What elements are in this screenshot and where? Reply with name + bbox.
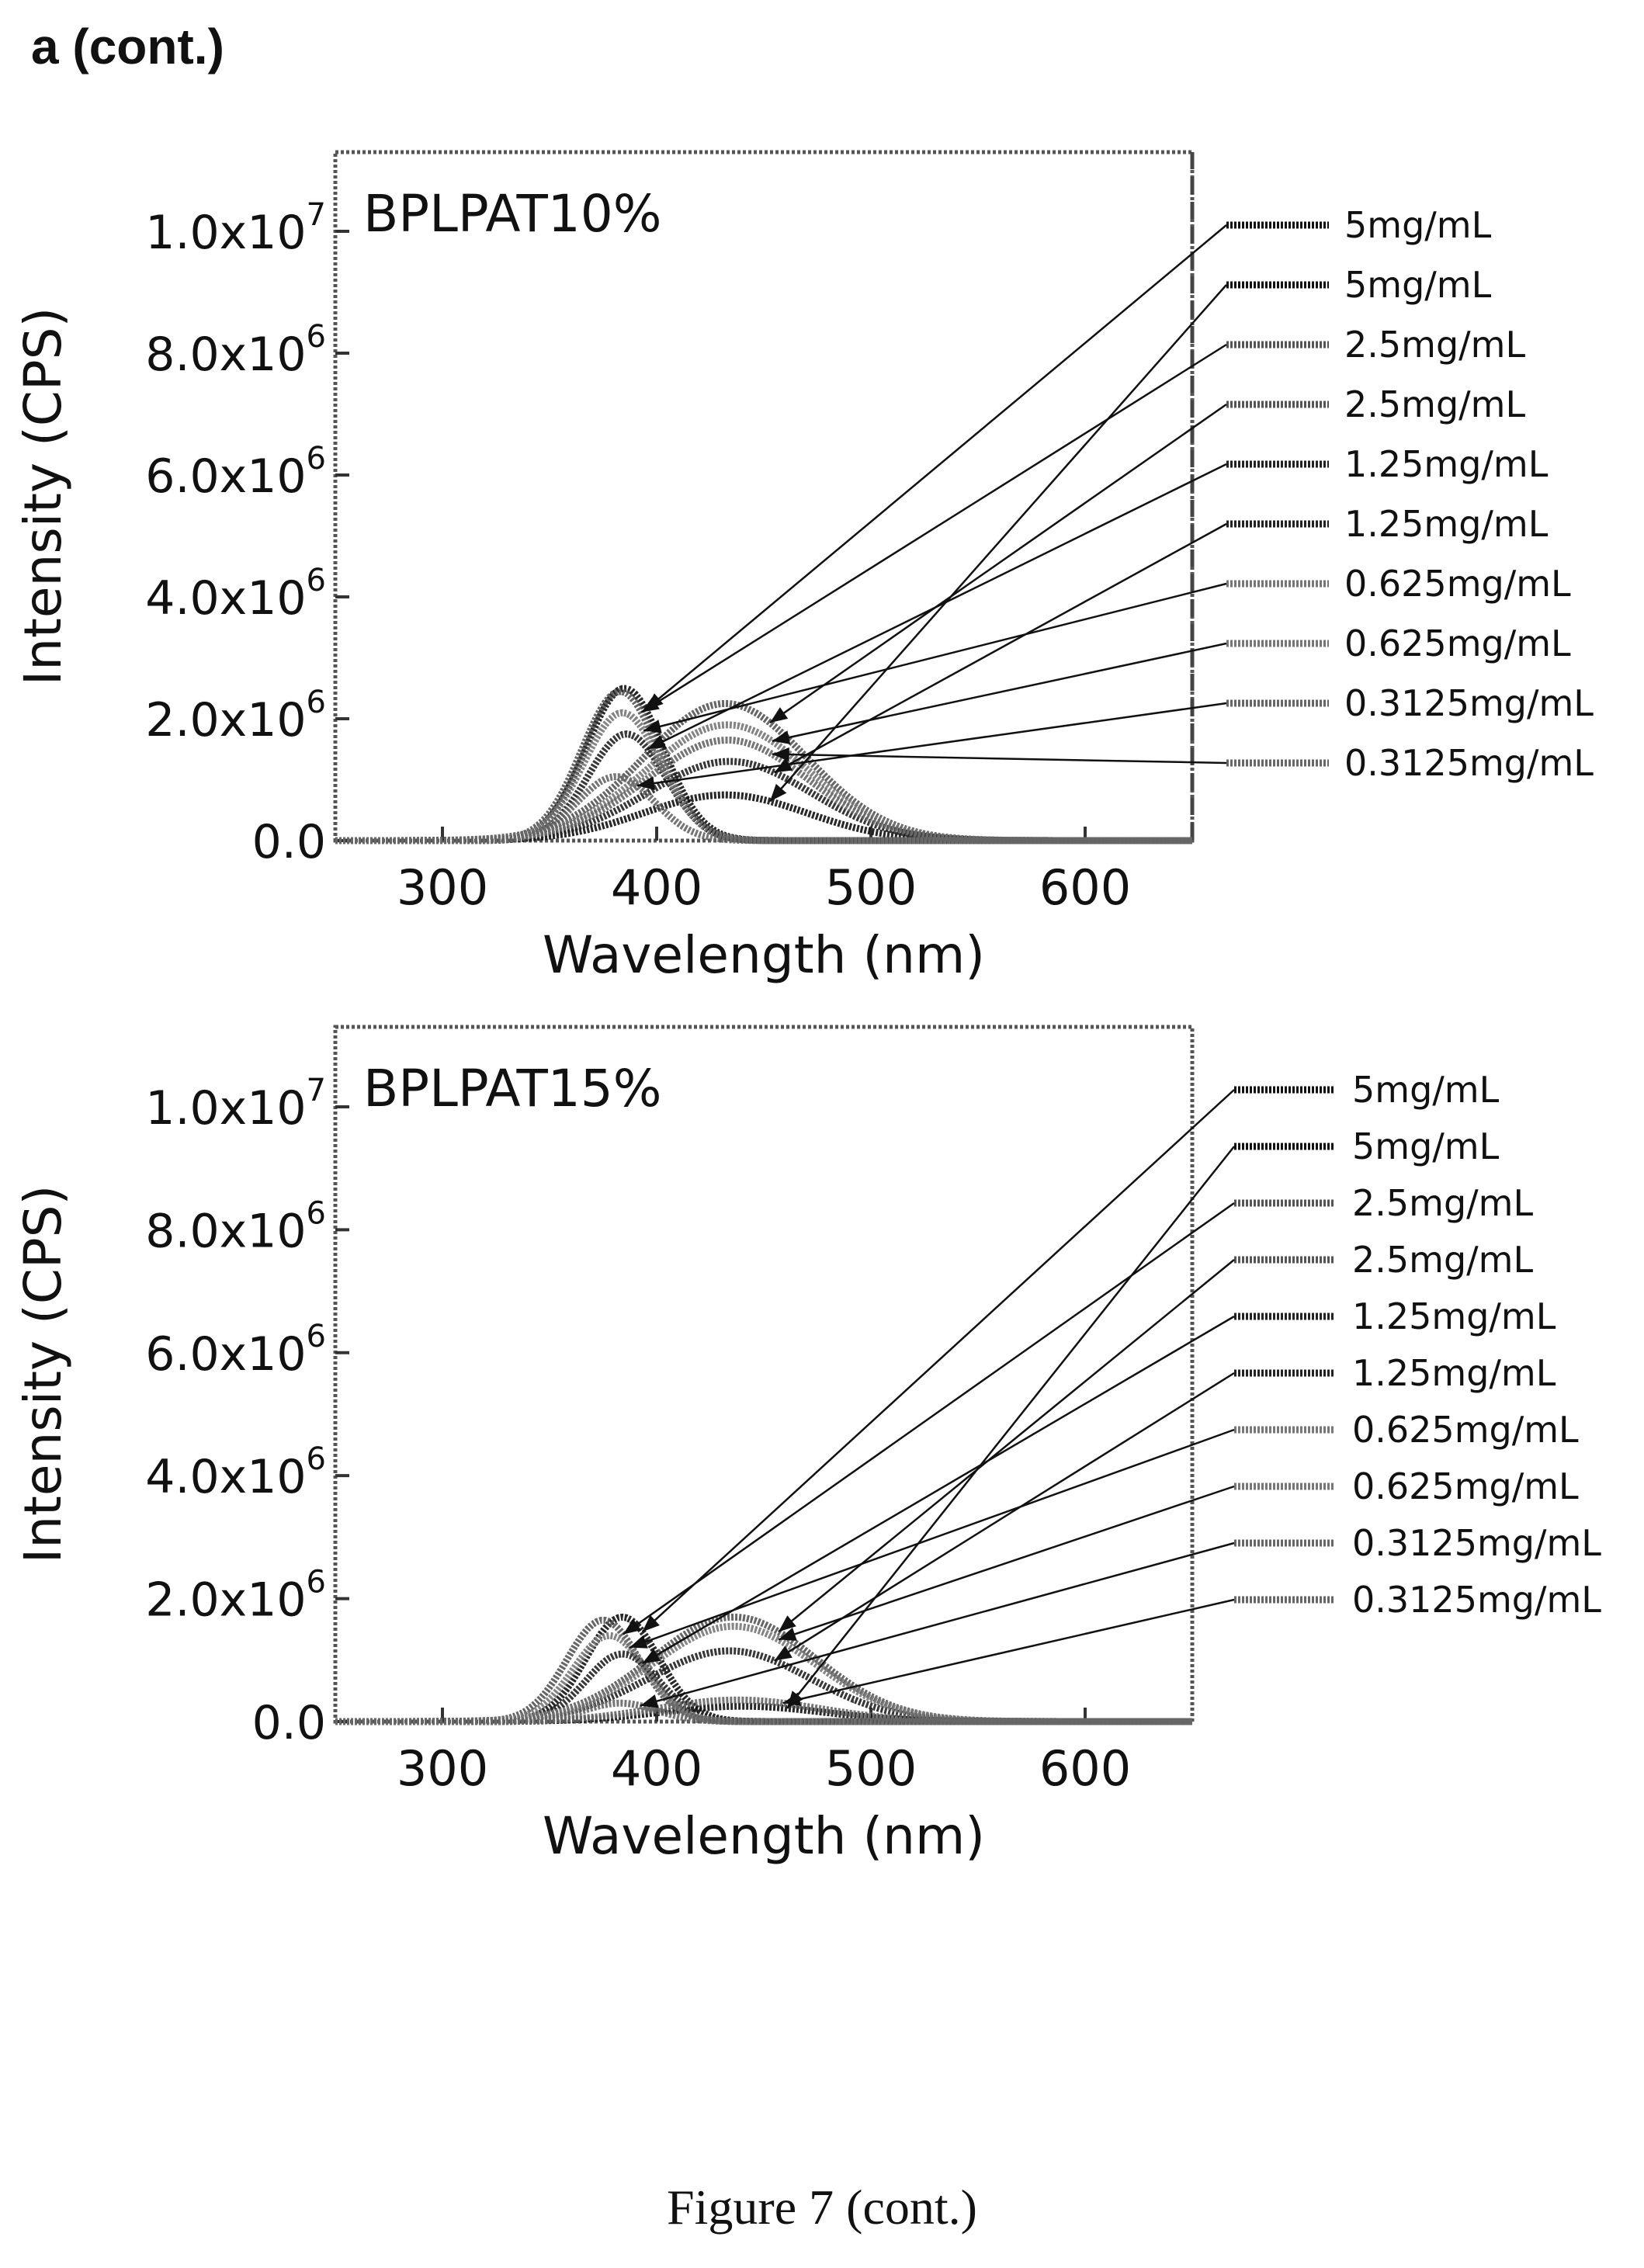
- y-axis-label: Intensity (CPS): [13, 1185, 73, 1564]
- leader-arrowhead-7: [779, 1627, 797, 1641]
- y-tick-label: 2.0x106: [145, 685, 326, 747]
- series-line-9: [335, 737, 1192, 844]
- y-tick-label: 0.0: [252, 1696, 326, 1750]
- legend-label-0: 5mg/mL: [1352, 1069, 1500, 1111]
- series-line-3: [335, 699, 1192, 844]
- legend-label-4: 1.25mg/mL: [1352, 1295, 1556, 1337]
- leader-line-1: [769, 284, 1227, 803]
- y-tick-label: 4.0x106: [145, 563, 326, 626]
- plot-frame: [333, 1025, 1195, 1724]
- series-line-1: [335, 791, 1192, 844]
- legend-label-3: 2.5mg/mL: [1344, 383, 1525, 425]
- leader-line-7: [772, 642, 1227, 742]
- leader-line-4: [642, 1315, 1235, 1665]
- leader-arrowhead-7: [772, 730, 791, 744]
- leader-arrowhead-9: [772, 747, 789, 761]
- leader-line-9: [782, 1598, 1235, 1704]
- leader-line-0: [645, 224, 1227, 711]
- chart-title: BPLPAT15%: [363, 1059, 661, 1118]
- x-axis-label: Wavelength (nm): [543, 1806, 985, 1866]
- y-tick-label: 8.0x106: [145, 319, 326, 382]
- leader-arrowhead-3: [779, 1615, 796, 1632]
- leader-line-1: [786, 1146, 1235, 1709]
- leader-arrowhead-3: [770, 707, 789, 723]
- y-tick-label: 2.0x106: [145, 1565, 326, 1628]
- legend-label-9: 0.3125mg/mL: [1352, 1579, 1601, 1621]
- leader-arrowhead-4: [647, 735, 667, 749]
- leader-line-3: [769, 403, 1227, 724]
- legend-label-7: 0.625mg/mL: [1344, 622, 1571, 664]
- leader-arrowhead-0: [642, 1614, 660, 1632]
- legend-label-3: 2.5mg/mL: [1352, 1239, 1533, 1281]
- series-line-8: [335, 773, 1192, 844]
- leader-line-6: [629, 1428, 1235, 1649]
- legend-label-5: 1.25mg/mL: [1344, 503, 1549, 545]
- leader-arrowhead-4: [642, 1649, 661, 1664]
- panel-label: a (cont.): [31, 19, 224, 75]
- legend-label-6: 0.625mg/mL: [1352, 1409, 1579, 1451]
- x-axis-label: Wavelength (nm): [543, 925, 985, 985]
- legend-label-6: 0.625mg/mL: [1344, 563, 1571, 605]
- y-tick-label: 1.0x107: [145, 197, 326, 260]
- leader-arrowhead-9: [782, 1692, 801, 1706]
- leader-arrowhead-6: [630, 1635, 648, 1649]
- leader-line-2: [640, 343, 1227, 713]
- series-line-7: [335, 1622, 1192, 1725]
- y-axis-label: Intensity (CPS): [13, 307, 73, 686]
- legend-label-7: 0.625mg/mL: [1352, 1465, 1579, 1507]
- leader-arrowhead-2: [641, 697, 660, 713]
- leader-arrowhead-5: [774, 1646, 793, 1661]
- chart-title: BPLPAT10%: [363, 184, 661, 244]
- legend-label-8: 0.3125mg/mL: [1352, 1522, 1601, 1564]
- y-tick-label: 8.0x106: [145, 1195, 326, 1258]
- x-tick-label: 300: [397, 859, 488, 916]
- legend-label-5: 1.25mg/mL: [1352, 1352, 1556, 1394]
- leader-arrowhead-1: [770, 783, 787, 802]
- leader-line-9: [772, 753, 1227, 765]
- leader-line-7: [778, 1485, 1235, 1641]
- leader-arrowhead-8: [636, 776, 655, 790]
- x-tick-label: 500: [825, 859, 917, 916]
- series-line-6: [335, 709, 1192, 844]
- y-tick-label: 1.0x107: [145, 1073, 326, 1136]
- leader-line-6: [643, 582, 1227, 732]
- leader-line-2: [623, 1202, 1235, 1635]
- leader-line-8: [640, 1541, 1235, 1707]
- y-tick-label: 6.0x106: [145, 441, 326, 504]
- x-tick-label: 600: [1039, 859, 1131, 916]
- chart-bplpat10: 300 400 500 600 0.0 2.0x106 4.0x106 6.0x106 8.0x…: [13, 150, 1594, 985]
- legend-label-1: 5mg/mL: [1352, 1125, 1500, 1167]
- series-line-5: [335, 1647, 1192, 1725]
- legend-label-9: 0.3125mg/mL: [1344, 742, 1594, 784]
- leader-arrowhead-8: [640, 1694, 659, 1708]
- legend-label-0: 5mg/mL: [1344, 204, 1492, 246]
- legend-label-2: 2.5mg/mL: [1352, 1182, 1533, 1224]
- leader-line-0: [641, 1089, 1235, 1633]
- figure-caption: Figure 7 (cont.): [667, 2180, 977, 2235]
- series-line-7: [335, 721, 1192, 844]
- leader-line-3: [778, 1259, 1235, 1633]
- x-tick-label: 500: [825, 1740, 917, 1797]
- x-tick-label: 300: [397, 1740, 488, 1797]
- x-tick-label: 400: [611, 1740, 702, 1797]
- x-tick-label: 600: [1039, 1740, 1131, 1797]
- legend-label-1: 5mg/mL: [1344, 264, 1492, 306]
- leader-line-5: [773, 1372, 1235, 1662]
- leader-line-4: [647, 463, 1227, 750]
- leader-arrowhead-6: [643, 720, 662, 733]
- x-tick-label: 400: [611, 859, 702, 916]
- y-tick-label: 6.0x106: [145, 1319, 326, 1382]
- legend-label-4: 1.25mg/mL: [1344, 443, 1549, 485]
- leader-arrowhead-2: [623, 1618, 641, 1635]
- y-tick-label: 0.0: [252, 815, 326, 869]
- leader-line-8: [636, 702, 1227, 787]
- y-tick-label: 4.0x106: [145, 1441, 326, 1504]
- legend-label-8: 0.3125mg/mL: [1344, 682, 1594, 724]
- series-line-8: [335, 1699, 1192, 1725]
- chart-bplpat15: 300 400 500 600 0.0 2.0x106 4.0x106 6.0x106 8.0x…: [13, 1025, 1601, 1866]
- legend-label-2: 2.5mg/mL: [1344, 324, 1525, 366]
- series-line-4: [335, 1650, 1192, 1725]
- leader-line-5: [773, 522, 1227, 774]
